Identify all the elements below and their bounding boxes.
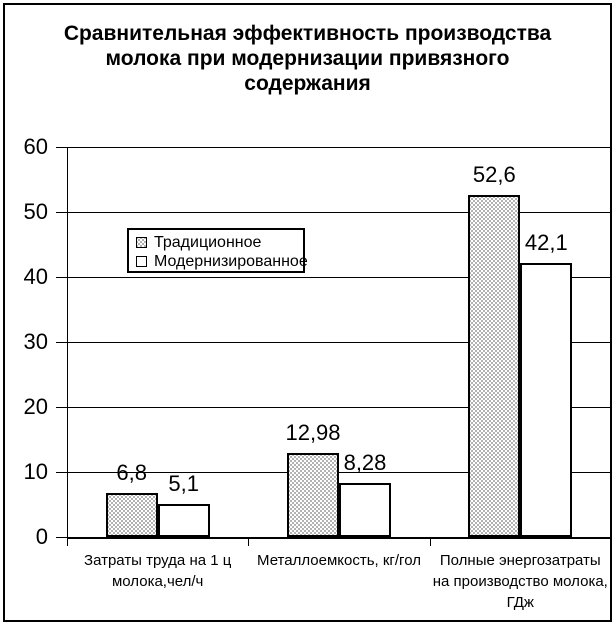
legend-label-modernized: Модернизированное (154, 253, 308, 270)
bar-value-label-modernized-1: 5,1 (168, 471, 199, 496)
bar-value-label-traditional-3: 52,6 (472, 162, 516, 187)
y-axis-tick (56, 342, 67, 343)
x-axis-category-label-line: Затраты труда на 1 ц (84, 552, 232, 569)
y-axis-tick (56, 472, 67, 473)
plot-right-border (611, 147, 612, 537)
bar-traditional-1 (105, 493, 158, 537)
bar-modernized-3 (520, 263, 573, 537)
legend-item-traditional: Традиционное (136, 233, 303, 252)
bar-modernized-1 (157, 504, 210, 537)
x-axis-tick (611, 539, 612, 546)
x-axis-tick (67, 539, 68, 546)
legend-swatch-traditional-icon (136, 237, 147, 248)
y-axis-tick-label: 60 (23, 134, 48, 159)
y-axis-tick-label: 30 (23, 329, 48, 354)
plot-area: 6,8 12,98 52,6 5,1 8,28 42,1 (67, 147, 611, 537)
gridline-y-50 (67, 212, 611, 213)
bar-value-label-traditional-1: 6,8 (116, 460, 147, 485)
gridline-y-20 (67, 407, 611, 408)
x-axis-category-label-2: Металлоемкость, кг/гол (244, 550, 434, 571)
x-axis-category-label-line: ГДж (506, 594, 534, 611)
x-axis-category-label-line: Полные энергозатраты (439, 552, 601, 569)
legend: Традиционное Модернизированное (127, 228, 308, 273)
x-axis-category-label-line: Металлоемкость, кг/гол (257, 552, 421, 569)
y-axis-tick (56, 212, 67, 213)
bar-value-label-modernized-3: 42,1 (524, 230, 568, 255)
bar-modernized-2 (339, 483, 391, 537)
chart-title-line: Сравнительная эффективность производства (63, 22, 552, 45)
y-axis-tick (56, 147, 67, 148)
y-axis-line (67, 147, 68, 537)
x-axis-category-label-line: на производство молока, (432, 573, 608, 590)
x-axis-tick (248, 539, 250, 546)
bar-value-label-modernized-2: 8,28 (343, 450, 387, 475)
y-axis-tick-label: 10 (23, 459, 48, 484)
x-axis-category-label-1: Затраты труда на 1 ц молока,чел/ч (63, 550, 253, 592)
x-axis-line (67, 537, 612, 539)
legend-item-modernized: Модернизированное (136, 252, 308, 271)
y-axis-tick-label: 50 (23, 199, 48, 224)
gridline-y-40 (67, 277, 611, 278)
bar-traditional-2 (287, 453, 339, 537)
legend-label-traditional: Традиционное (154, 234, 262, 251)
x-axis-category-label-line: молока,чел/ч (111, 573, 204, 590)
gridline-y-30 (67, 342, 611, 343)
bar-value-label-traditional-2: 12,98 (285, 420, 341, 445)
y-axis-tick-label: 0 (35, 524, 48, 549)
legend-swatch-modernized-icon (136, 256, 147, 267)
x-axis-category-label-3: Полные энергозатраты на производство моло… (425, 550, 615, 613)
gridline-y-60 (67, 147, 611, 148)
y-axis-tick-label: 40 (23, 264, 48, 289)
gridline-y-10 (67, 472, 611, 473)
y-axis-tick (56, 407, 67, 408)
bar-traditional-3 (468, 195, 521, 537)
chart-title-line: молока при модернизации привязного (105, 47, 510, 70)
y-axis-tick (56, 277, 67, 278)
chart-title-line: содержания (244, 72, 371, 95)
x-axis-tick (429, 539, 431, 546)
y-axis-tick-label: 20 (23, 394, 48, 419)
y-axis-tick (56, 537, 67, 538)
chart-title: Сравнительная эффективность производства… (0, 21, 615, 96)
